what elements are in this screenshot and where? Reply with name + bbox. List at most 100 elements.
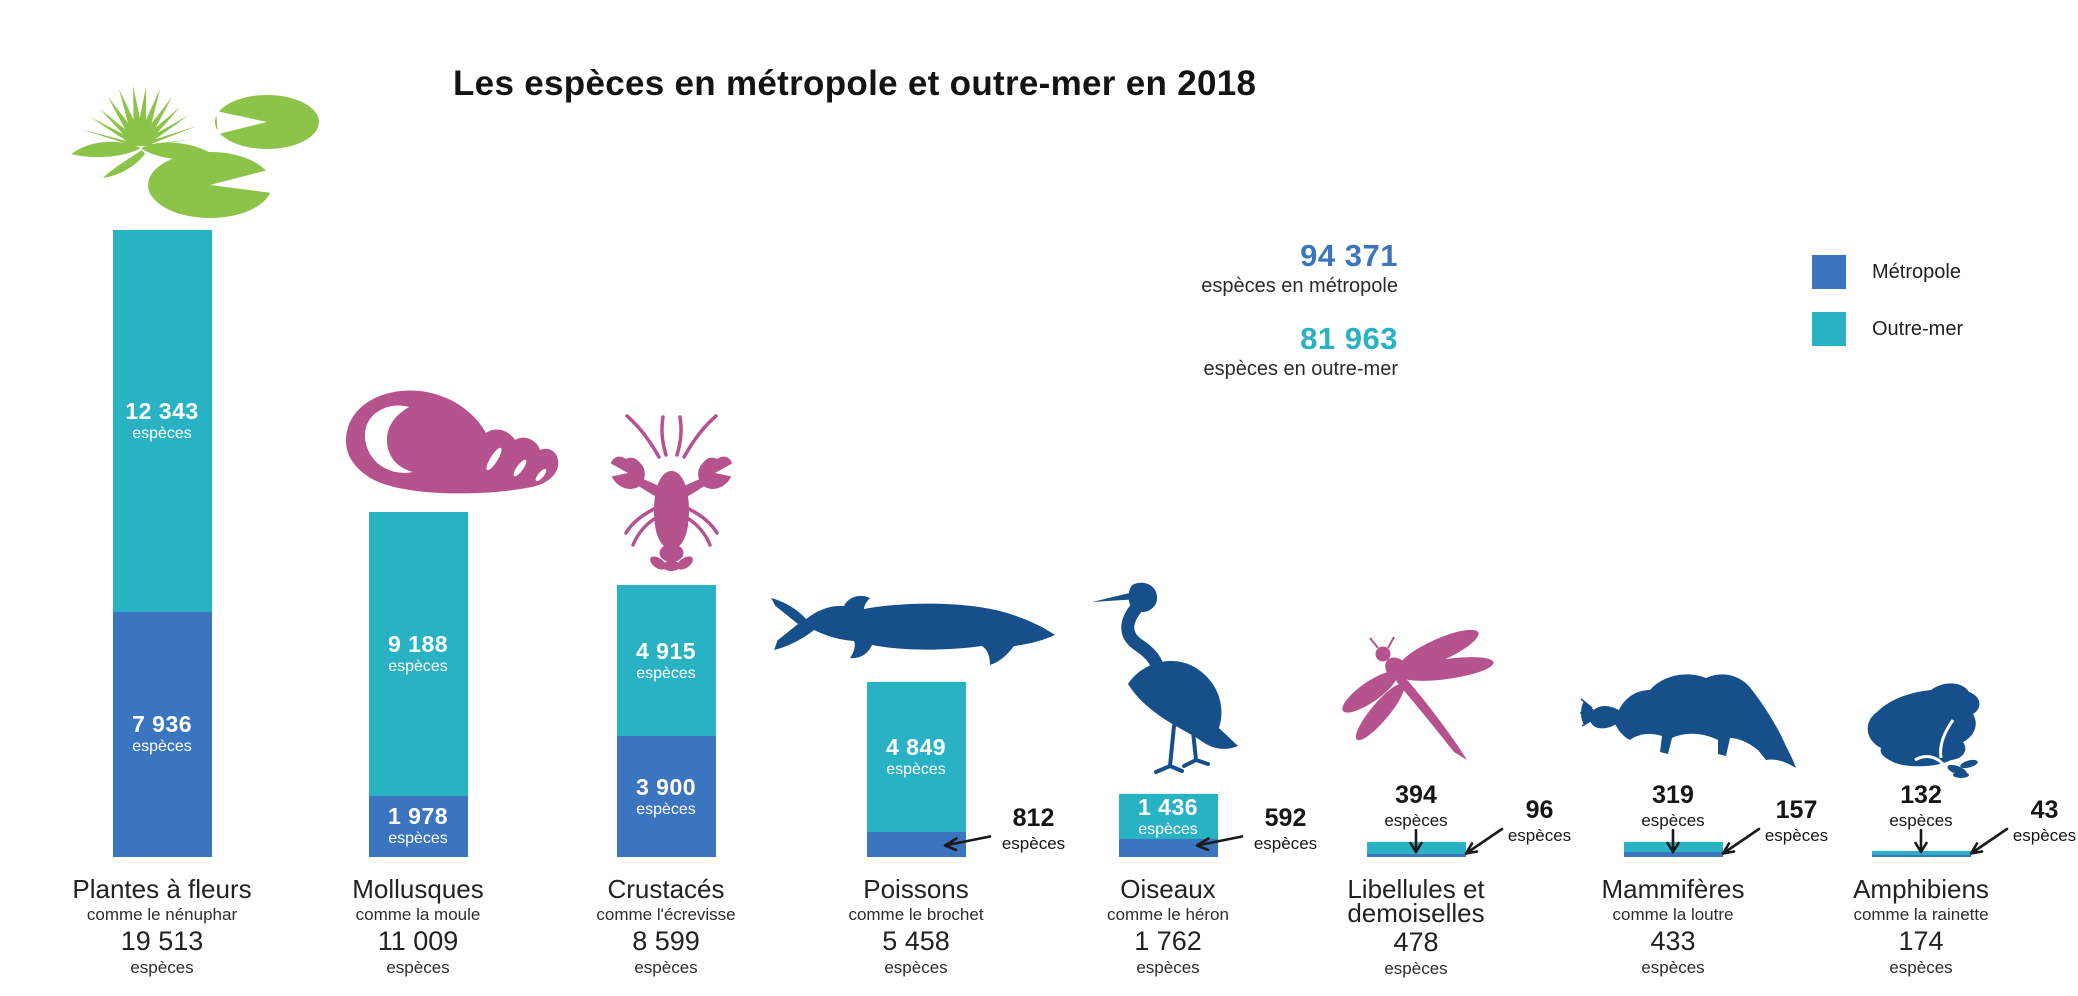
category-name-wrap: Amphibiens comme la rainette (1815, 874, 2027, 924)
unit-label: espèces (1641, 811, 1705, 830)
bar-outre-mer (368, 511, 468, 796)
category-total: 478 (1393, 927, 1439, 957)
bar-metropole (112, 611, 212, 857)
unit-label: espèces (1641, 958, 1705, 977)
unit-label: espèces (130, 958, 194, 977)
summary-metropole-label: espèces en métropole (1201, 275, 1398, 297)
unit-label: espèces (1384, 959, 1448, 978)
category-total: 174 (1898, 926, 1944, 956)
category-name: Crustacés (607, 874, 725, 904)
bar-metropole (1366, 854, 1466, 857)
dragonfly-icon (1338, 624, 1500, 774)
category-name: Amphibiens (1853, 874, 1989, 904)
category-example: comme le héron (1107, 905, 1229, 924)
outre-mer-annotation: 132 espèces (1856, 781, 1986, 830)
category-name-wrap: Libellules et demoiselles (1310, 874, 1522, 928)
category-name-wrap: Poissons comme le brochet (810, 874, 1022, 924)
bar-metropole (1871, 855, 1971, 857)
legend-swatch-metropole (1812, 255, 1846, 289)
category-total: 433 (1650, 926, 1696, 956)
category-name: Poissons (863, 874, 969, 904)
bar-metropole (1623, 852, 1723, 857)
category-total: 8 599 (632, 926, 700, 956)
category-label: Oiseaux comme le héron 1 762 espèces (1062, 874, 1274, 977)
category-name: Libellules et demoiselles (1347, 874, 1485, 928)
metropole-annotation: 592 espèces (1238, 804, 1334, 853)
metropole-annotation: 812 espèces (986, 804, 1082, 853)
category-example: comme le brochet (848, 905, 984, 924)
outre-mer-count: 132 (1900, 781, 1942, 809)
heron-icon (1092, 576, 1247, 776)
category-total: 1 762 (1134, 926, 1202, 956)
left-arrow-icon (940, 833, 992, 856)
category-example: comme la rainette (1853, 905, 1989, 924)
category-example: comme la moule (355, 905, 481, 924)
category-label: Poissons comme le brochet 5 458 espèces (810, 874, 1022, 977)
category-name-wrap: Plantes à fleurs comme le nénuphar (56, 874, 268, 924)
unit-label: espèces (1384, 811, 1448, 830)
category-name: Plantes à fleurs (72, 874, 252, 904)
legend-item-metropole: Métropole (1812, 255, 1961, 289)
category-example: comme l'écrevisse (596, 905, 736, 924)
category-name-wrap: Mollusques comme la moule (312, 876, 524, 924)
diagonal-arrow-icon (1967, 827, 2009, 862)
crayfish-icon (604, 413, 739, 573)
category-total: 19 513 (120, 926, 204, 956)
summary-block: 94 371 espèces en métropole 81 963 espèc… (1040, 240, 1398, 379)
left-arrow-icon (1192, 833, 1244, 856)
category-name: Oiseaux (1120, 874, 1216, 904)
summary-outre-mer-value: 81 963 (1300, 321, 1398, 356)
bar-metropole (1118, 838, 1218, 857)
unit-label: espèces (1136, 958, 1200, 977)
down-arrow-icon (1913, 828, 1929, 860)
down-arrow-icon (1665, 828, 1681, 860)
frog-icon (1857, 676, 1989, 780)
metropole-count: 592 (1264, 804, 1307, 832)
category-label: Mollusques comme la moule 11 009 espèces (312, 876, 524, 977)
summary-outre-mer-label: espèces en outre-mer (1203, 358, 1398, 380)
diagonal-arrow-icon (1719, 827, 1761, 862)
category-label: Crustacés comme l'écrevisse 8 599 espèces (560, 874, 772, 977)
unit-label: espèces (1507, 826, 1572, 845)
unit-label: espèces (1253, 834, 1318, 853)
legend-item-outre-mer: Outre-mer (1812, 312, 1963, 346)
bar-outre-mer (616, 584, 716, 737)
legend-swatch-outre-mer (1812, 312, 1846, 346)
category-total: 5 458 (882, 926, 950, 956)
outre-mer-annotation: 394 espèces (1351, 781, 1481, 830)
diagonal-arrow-icon (1462, 827, 1504, 862)
unit-label: espèces (1001, 834, 1066, 853)
bar-outre-mer (112, 230, 212, 612)
category-example: comme la loutre (1612, 905, 1734, 924)
category-label: Amphibiens comme la rainette 174 espèces (1815, 874, 2027, 977)
category-total: 11 009 (377, 926, 459, 956)
otter-icon (1580, 666, 1803, 772)
unit-label: espèces (2012, 826, 2077, 845)
outre-mer-count: 319 (1652, 781, 1694, 809)
metropole-annotation: 157 espèces (1749, 796, 1845, 845)
bar-outre-mer (866, 682, 966, 832)
outre-mer-count: 394 (1395, 781, 1437, 809)
category-label: Mammifères comme la loutre 433 espèces (1567, 876, 1779, 977)
bar-metropole (616, 736, 716, 857)
unit-label: espèces (1889, 958, 1953, 977)
bar-metropole (368, 795, 468, 857)
bar-outre-mer (1118, 794, 1218, 839)
legend-label-outre-mer: Outre-mer (1872, 317, 1964, 340)
legend-label-metropole: Métropole (1872, 260, 1961, 283)
summary-metropole-value: 94 371 (1300, 238, 1398, 273)
unit-label: espèces (1764, 826, 1829, 845)
unit-label: espèces (634, 958, 698, 977)
metropole-count: 812 (1012, 804, 1055, 832)
unit-label: espèces (884, 958, 948, 977)
shell-icon (332, 383, 562, 501)
metropole-annotation: 43 espèces (1997, 798, 2078, 845)
category-label: Libellules et demoiselles 478 espèces (1310, 874, 1522, 978)
pike-fish-icon (768, 588, 1058, 670)
metropole-count: 157 (1775, 796, 1818, 824)
down-arrow-icon (1408, 828, 1424, 860)
metropole-annotation: 96 espèces (1492, 798, 1588, 845)
category-label: Plantes à fleurs comme le nénuphar 19 513 e… (56, 874, 268, 977)
unit-label: espèces (386, 958, 450, 977)
